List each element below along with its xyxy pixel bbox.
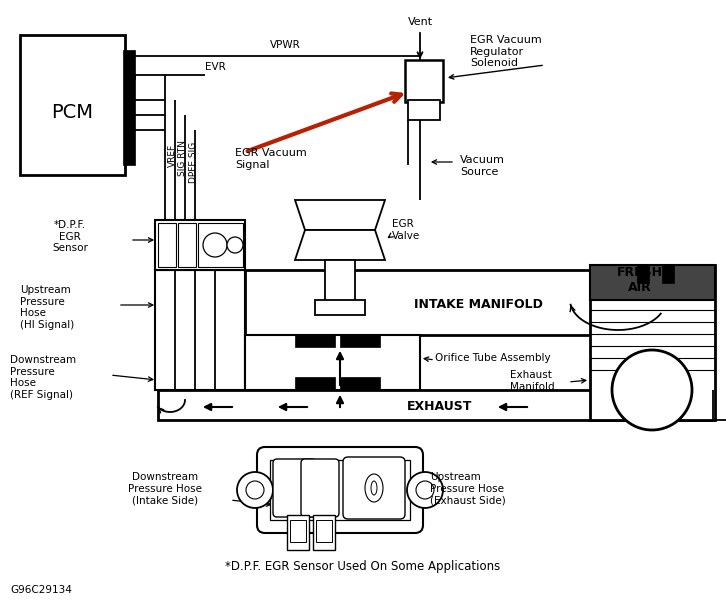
Bar — [158, 223, 176, 267]
Text: Exhaust
Manifold: Exhaust Manifold — [510, 370, 555, 392]
Circle shape — [407, 472, 443, 508]
Bar — [325, 260, 355, 305]
Bar — [178, 223, 196, 267]
Text: EGR Vacuum
Signal: EGR Vacuum Signal — [235, 148, 307, 169]
Text: SIG RTN: SIG RTN — [178, 140, 187, 176]
Text: Upstream
Pressure Hose
(Exhaust Side): Upstream Pressure Hose (Exhaust Side) — [430, 472, 506, 505]
Bar — [408, 100, 440, 120]
Ellipse shape — [365, 474, 383, 502]
Bar — [290, 520, 306, 542]
FancyBboxPatch shape — [273, 459, 316, 517]
Bar — [198, 223, 243, 267]
Text: VPWR: VPWR — [270, 40, 301, 50]
Text: Vent: Vent — [407, 17, 433, 27]
Polygon shape — [295, 230, 385, 260]
Circle shape — [237, 472, 273, 508]
FancyBboxPatch shape — [301, 459, 339, 517]
Ellipse shape — [371, 481, 377, 495]
Bar — [590, 265, 715, 420]
Bar — [637, 265, 649, 283]
Circle shape — [203, 233, 227, 257]
Bar — [245, 335, 420, 390]
Text: DPFE SIG: DPFE SIG — [189, 141, 198, 182]
Bar — [158, 390, 713, 420]
Text: EGR
Valve: EGR Valve — [392, 219, 420, 241]
Bar — [405, 60, 443, 102]
Text: FRESH
AIR: FRESH AIR — [617, 266, 663, 294]
Circle shape — [612, 350, 692, 430]
Text: Downstream
Pressure
Hose
(REF Signal): Downstream Pressure Hose (REF Signal) — [10, 355, 76, 400]
Circle shape — [416, 481, 434, 499]
Bar — [340, 377, 380, 389]
Bar — [313, 515, 335, 550]
Circle shape — [246, 481, 264, 499]
FancyBboxPatch shape — [343, 457, 405, 519]
Bar — [316, 520, 332, 542]
Bar — [155, 220, 245, 270]
Text: Upstream
Pressure
Hose
(HI Signal): Upstream Pressure Hose (HI Signal) — [20, 285, 74, 330]
Text: *D.P.F. EGR Sensor Used On Some Applications: *D.P.F. EGR Sensor Used On Some Applicat… — [225, 560, 501, 573]
Text: Downstream
Pressure Hose
(Intake Side): Downstream Pressure Hose (Intake Side) — [128, 472, 202, 505]
Bar — [155, 270, 245, 390]
Text: Vacuum
Source: Vacuum Source — [460, 155, 505, 177]
Text: PCM: PCM — [51, 103, 93, 122]
Bar — [270, 460, 410, 520]
Bar — [123, 50, 135, 165]
Bar — [662, 265, 674, 283]
FancyBboxPatch shape — [257, 447, 423, 533]
Bar — [315, 300, 365, 315]
Text: G96C29134: G96C29134 — [10, 585, 72, 595]
Text: EGR Vacuum
Regulator
Solenoid: EGR Vacuum Regulator Solenoid — [470, 35, 542, 68]
Text: EXHAUST: EXHAUST — [407, 400, 473, 413]
Bar — [295, 377, 335, 389]
Text: *D.P.F.
EGR
Sensor: *D.P.F. EGR Sensor — [52, 220, 88, 253]
Bar — [295, 335, 335, 347]
Bar — [590, 265, 715, 300]
Text: VREF: VREF — [168, 144, 177, 166]
Bar — [245, 270, 710, 335]
Polygon shape — [295, 200, 385, 230]
Circle shape — [227, 237, 243, 253]
Text: EVR: EVR — [205, 62, 226, 72]
Bar — [340, 335, 380, 347]
Bar — [20, 35, 125, 175]
Text: Orifice Tube Assembly: Orifice Tube Assembly — [435, 353, 550, 363]
Text: INTAKE MANIFOLD: INTAKE MANIFOLD — [414, 298, 542, 311]
Bar — [287, 515, 309, 550]
